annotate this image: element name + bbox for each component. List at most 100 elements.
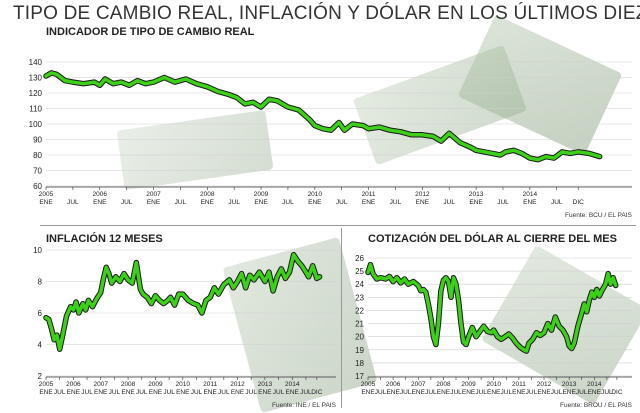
tcr-ytick-label: 70 [33,167,42,176]
dolar-xtick-label: JUL [475,389,487,396]
tcr-xtick-label: JUL [228,199,240,206]
dollar-source: Fuente: BROU / EL PAIS [560,402,632,409]
tcr-xtick-label: 2014 [523,191,538,198]
tcr-xtick-label: ENE [416,199,430,206]
tcr-ytick-label: 80 [33,151,42,160]
dolar-ytick-label: 26 [355,254,364,263]
dolar-xtick-label: JUL [425,389,437,396]
inflacion-xtick-label: 2006 [66,381,81,388]
inflacion-xtick-label: ENE [39,389,53,396]
tcr-xtick-label: ENE [254,199,268,206]
dolar-xtick-label: JUL [576,389,588,396]
dolar-xtick-label: JUL [526,389,538,396]
dolar-ytick-label: 25 [355,267,364,276]
dolar-xtick-label: 2006 [386,381,401,388]
dolar-xtick-label: JUL [601,389,613,396]
inflacion-xtick-label: JUL [109,389,121,396]
inflacion-ytick-label: 10 [33,246,42,255]
inflacion-xtick-label: ENE [231,389,245,396]
dolar-xtick-label: 2011 [512,381,526,388]
inflacion-ytick-label: 6 [38,309,43,318]
tcr-chart-title: INDICADOR DE TIPO DE CAMBIO REAL [46,26,255,38]
inflacion-xtick-label: ENE [203,389,217,396]
dolar-xtick-label: JUL [375,389,387,396]
inflacion-xtick-label: JUL [300,389,312,396]
dolar-xtick-label: DIC [611,389,623,396]
dolar-xtick-label: ENE [361,389,375,396]
inflacion-xtick-label: JUL [273,389,285,396]
inflacion-xtick-label: JUL [163,389,175,396]
tcr-xtick-label: 2006 [93,191,108,198]
dolar-xtick-label: 2008 [436,381,451,388]
tcr-xtick-label: 2013 [469,191,484,198]
inflacion-xtick-label: 2009 [148,381,163,388]
inflacion-xtick-label: ENE [94,389,108,396]
tcr-xtick-label: JUL [121,199,133,206]
tcr-xtick-label: JUL [551,199,563,206]
inflacion-ytick-label: 4 [38,341,43,350]
dolar-xtick-label: 2005 [361,381,376,388]
tcr-xtick-label: ENE [201,199,215,206]
dolar-ytick-label: 20 [355,333,364,342]
tcr-ytick-label: 120 [29,89,43,98]
inflacion-xtick-label: 2010 [176,381,191,388]
dolar-xtick-label: 2009 [461,381,476,388]
tcr-xtick-label: 2009 [254,191,269,198]
dolar-xtick-label: ENE [412,389,426,396]
inflacion-xtick-label: 2011 [203,381,217,388]
tcr-source: Fuente: BCU / EL PAIS [565,212,632,219]
tcr-ytick-label: 130 [29,74,43,83]
tcr-xtick-label: 2008 [200,191,215,198]
panel-divider-vertical [341,228,342,408]
dolar-ytick-label: 19 [355,346,364,355]
tcr-xtick-label: ENE [147,199,161,206]
dolar-xtick-label: JUL [551,389,563,396]
inflacion-xtick-label: JUL [245,389,257,396]
tcr-xtick-label: 2012 [415,191,430,198]
page-title: TIPO DE CAMBIO REAL, INFLACIÓN Y DÓLAR E… [13,3,640,24]
inflacion-xtick-label: ENE [176,389,190,396]
inflacion-xtick-label: ENE [67,389,81,396]
inflacion-xtick-label: JUL [81,389,93,396]
tcr-xtick-label: ENE [308,199,322,206]
inflacion-ytick-label: 2 [38,372,43,381]
tcr-xtick-label: JUL [336,199,348,206]
tcr-ytick-label: 140 [29,58,43,67]
inflation-chart-title: INFLACIÓN 12 MESES [46,233,163,245]
tcr-series-line [44,71,602,162]
dolar-xtick-label: 2013 [562,381,577,388]
tcr-xtick-label: ENE [469,199,483,206]
dolar-xtick-label: 2012 [537,381,552,388]
tcr-xtick-label: 2007 [146,191,161,198]
inflacion-xtick-label: DIC [311,389,323,396]
inflacion-xtick-label: 2012 [230,381,245,388]
dolar-ytick-label: 22 [355,306,364,315]
tcr-xtick-label: ENE [523,199,537,206]
inflacion-xtick-label: ENE [286,389,300,396]
dolar-xtick-label: ENE [437,389,451,396]
dolar-ytick-label: 17 [355,372,364,381]
tcr-xtick-label: JUL [175,199,187,206]
dolar-xtick-label: ENE [462,389,476,396]
dolar-xtick-label: ENE [537,389,551,396]
tcr-xtick-label: JUL [67,199,79,206]
dolar-xtick-label: 2007 [411,381,426,388]
dolar-ytick-label: 23 [355,293,364,302]
tcr-xtick-label: DIC [573,199,585,206]
inflacion-xtick-label: JUL [218,389,230,396]
inflacion-xtick-label: JUL [191,389,203,396]
dolar-ytick-label: 21 [355,320,364,329]
dolar-xtick-label: ENE [487,389,501,396]
dolar-xtick-label: 2010 [486,381,501,388]
tcr-xtick-label: 2005 [39,191,54,198]
inflacion-xtick-label: 2007 [93,381,108,388]
tcr-xtick-label: ENE [362,199,376,206]
dolar-xtick-label: ENE [588,389,602,396]
inflacion-xtick-label: JUL [54,389,66,396]
tcr-xtick-label: JUL [282,199,294,206]
tcr-xtick-label: ENE [93,199,107,206]
dolar-series-line [366,262,618,353]
inflacion-xtick-label: 2013 [258,381,273,388]
inflacion-xtick-label: ENE [121,389,135,396]
